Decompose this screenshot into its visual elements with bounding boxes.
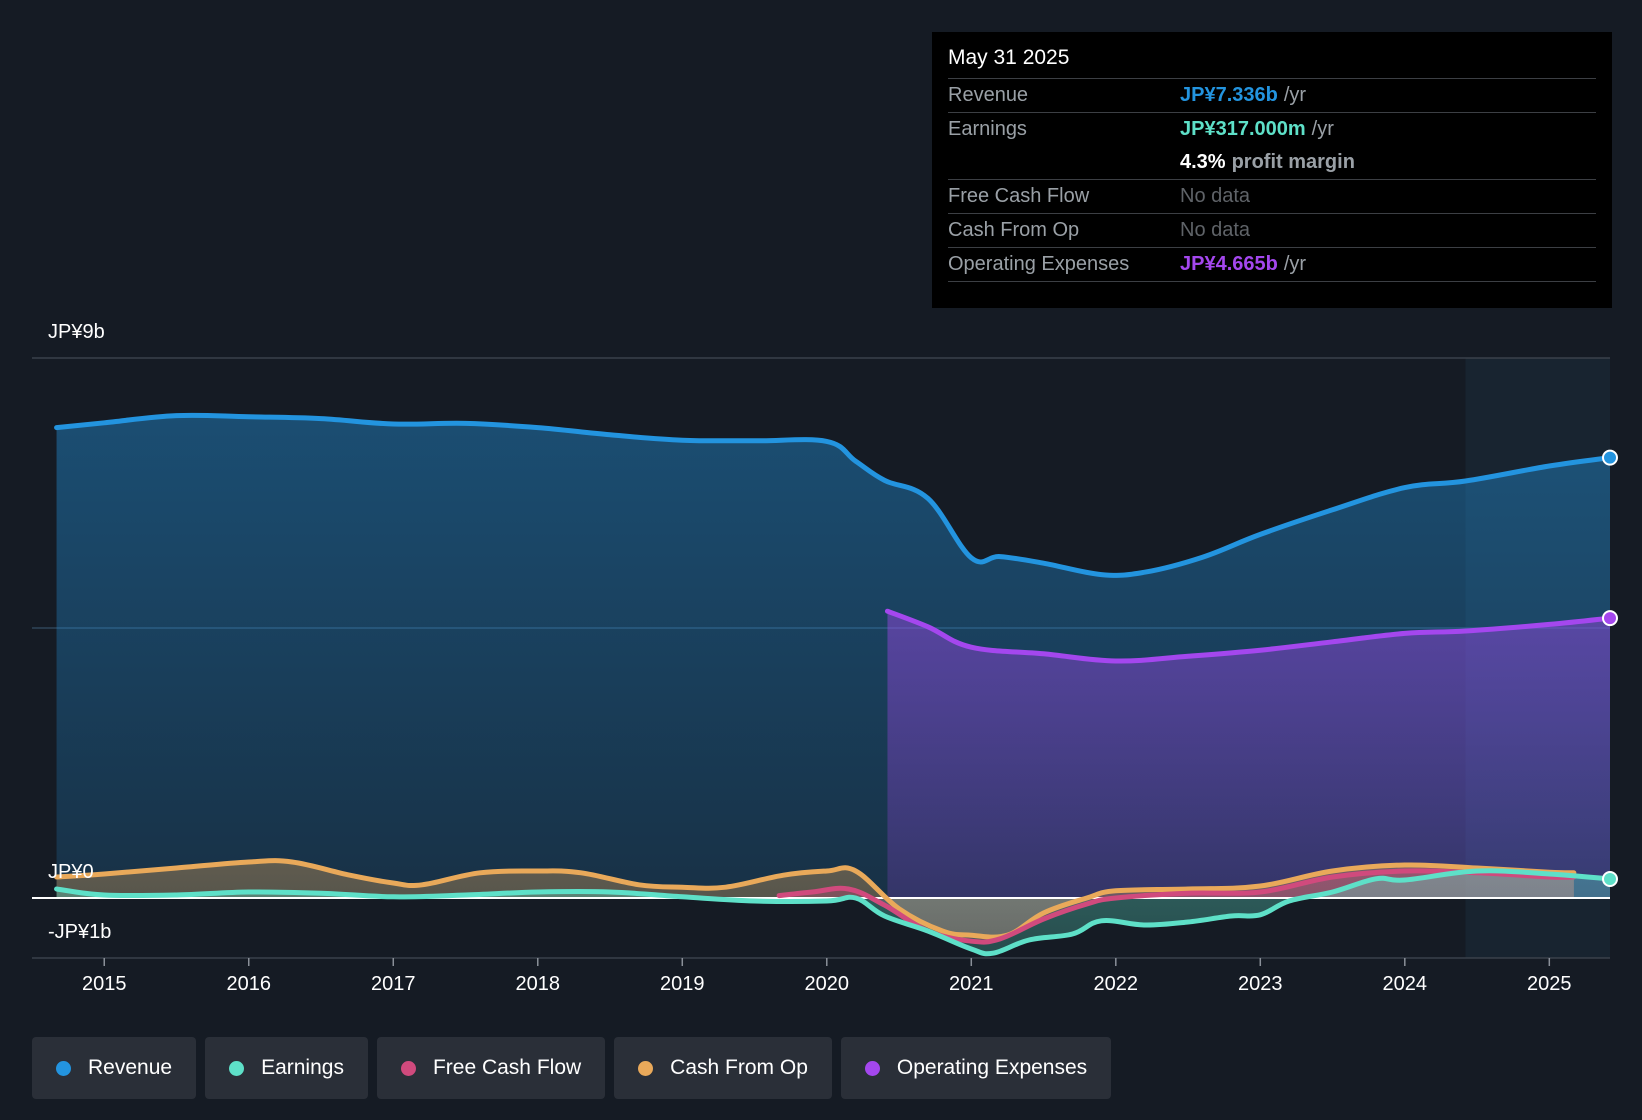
y-label-top: JP¥9b [48,321,105,343]
area-cash_from_op [56,860,1574,938]
tooltip-row-free-cash-flow: Free Cash Flow No data [948,179,1596,213]
tooltip-label: Revenue [948,84,1029,106]
x-tick-label: 2022 [1094,973,1139,995]
end-dot-revenue [1602,449,1618,466]
tooltip-unit: /yr [1283,253,1307,275]
legend-item-operating-expenses[interactable]: Operating Expenses [840,1037,1112,1099]
x-tick-label: 2016 [227,973,272,995]
x-tick-label: 2018 [516,973,561,995]
area-operating_expenses [887,611,1610,898]
line-cash_from_op [54,858,1577,940]
line-earnings [54,868,1613,957]
x-tick-label: 2021 [949,973,994,995]
legend: Revenue Earnings Free Cash Flow Cash Fro… [32,1037,1120,1099]
legend-dot-icon [56,1060,71,1076]
tooltip-row-cash-from-op: Cash From Op No data [948,213,1596,247]
x-tick-label: 2023 [1238,973,1283,995]
legend-dot-icon [229,1060,245,1076]
tooltip-value: No data [1180,185,1251,207]
legend-dot-icon [864,1060,880,1076]
legend-dot-icon [638,1060,654,1076]
tooltip-row-profit-margin: 4.3% profit margin [948,146,1596,179]
x-axis: 2015 2016 2017 2018 2019 2020 2021 2022 2023 2024… [82,958,1572,995]
tooltip: May 31 2025 Revenue JP¥7.336b /yr Earnin… [932,32,1612,308]
tooltip-row-revenue: Revenue JP¥7.336b /yr [948,78,1596,112]
tooltip-unit: /yr [1311,118,1334,140]
legend-item-revenue[interactable]: Revenue [32,1037,197,1099]
tooltip-label: Free Cash Flow [948,185,1090,207]
area-earnings [56,870,1611,954]
y-label-bottom: -JP¥1b [48,921,112,943]
x-tick-label: 2017 [371,973,416,995]
tooltip-value: JP¥7.336b [1180,84,1278,106]
tooltip-unit: profit margin [1231,151,1355,173]
legend-item-cash-from-op[interactable]: Cash From Op [614,1037,832,1099]
tooltip-date: May 31 2025 [948,46,1070,69]
legend-dot-icon [400,1060,416,1076]
legend-label: Earnings [261,1056,344,1079]
legend-label: Operating Expenses [896,1056,1088,1079]
legend-item-earnings[interactable]: Earnings [205,1037,368,1099]
end-dot-operating_expenses [1602,610,1618,627]
tooltip-label: Cash From Op [948,219,1080,241]
x-tick-label: 2024 [1383,973,1428,995]
line-operating_expenses [884,608,1613,664]
tooltip-value: JP¥4.665b [1180,253,1278,275]
tooltip-unit: /yr [1283,84,1307,106]
tooltip-value: No data [1180,219,1251,241]
x-tick-label: 2019 [660,973,705,995]
tooltip-row-operating-expenses: Operating Expenses JP¥4.665b /yr [948,247,1596,281]
line-free_cash_flow [776,868,1577,945]
tooltip-value: JP¥317.000m [1180,118,1306,140]
legend-item-free-cash-flow[interactable]: Free Cash Flow [376,1037,606,1099]
x-tick-label: 2025 [1527,973,1572,995]
end-dot-earnings [1602,870,1618,887]
series-areas [56,415,1611,954]
legend-label: Free Cash Flow [432,1056,582,1079]
tooltip-label: Earnings [948,118,1027,140]
x-tick-label: 2015 [82,973,127,995]
line-revenue [54,412,1613,578]
legend-label: Revenue [88,1056,173,1079]
tooltip-row-earnings: Earnings JP¥317.000m /yr [948,112,1596,146]
tooltip-label: Operating Expenses [948,253,1130,275]
legend-label: Cash From Op [670,1056,808,1079]
x-tick-label: 2020 [805,973,850,995]
end-dots [1602,449,1618,887]
y-label-zero: JP¥0 [48,861,94,883]
tooltip-divider [948,281,1596,282]
series-lines [54,412,1613,957]
tooltip-value: 4.3% [1180,151,1226,173]
